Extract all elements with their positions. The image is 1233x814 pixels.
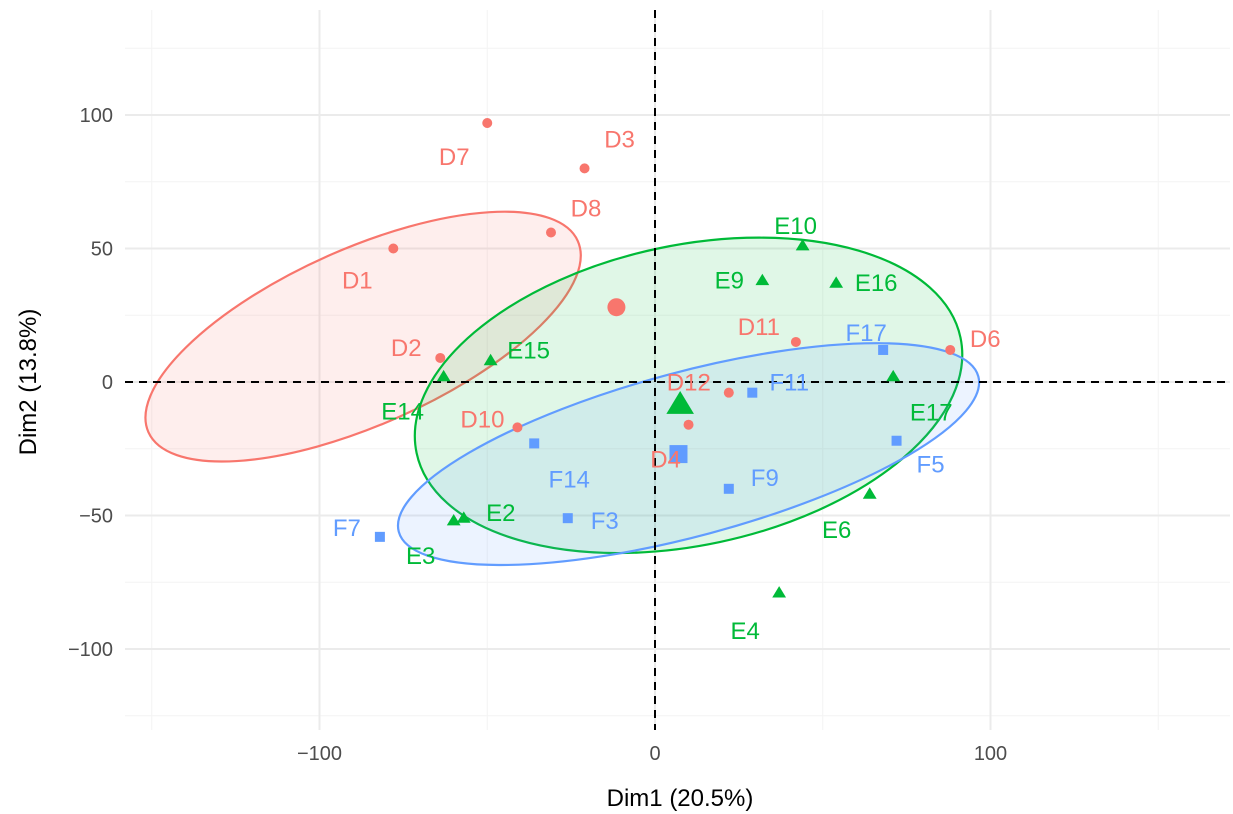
point-label-D8: D8 [571,195,602,222]
point-F5 [891,435,902,446]
x-tick-label: −100 [297,743,342,765]
point-D4 [683,419,694,430]
point-D6 [945,344,956,355]
confidence-ellipses [144,210,981,567]
point-label-E3: E3 [406,543,435,570]
point-label-E15: E15 [507,338,550,365]
centroid-group-E [666,391,694,414]
point-D11 [790,336,801,347]
point-E3 [446,514,461,526]
point-label-F9: F9 [751,465,779,492]
point-label-E14: E14 [381,399,424,426]
point-E6 [862,487,877,499]
points-layer [374,118,956,598]
ellipse-group-D [144,210,582,463]
point-label-D12: D12 [667,370,711,397]
point-label-F5: F5 [917,452,945,479]
point-label-D3: D3 [604,126,635,153]
point-label-E2: E2 [486,500,515,527]
point-labels-layer: D1 D2 D3 D4 D6 D7 D8 D10 D11 D12 E2 E3 E4 E6 E9 E10 E14 E… [333,126,1001,645]
y-tick-label: −100 [68,639,113,661]
point-label-D11: D11 [738,314,780,341]
y-axis-title: Dim2 (13.8%) [15,309,42,456]
tick-labels-layer: −100 0 100 −100 −50 0 50 100 [68,105,1007,765]
centroid-group-D [607,298,626,317]
point-label-F17: F17 [845,320,886,347]
point-E16 [829,276,844,288]
point-label-F11: F11 [770,370,810,397]
point-D8 [545,227,556,238]
point-E17 [886,369,901,382]
point-E15 [483,353,498,366]
point-D2 [435,352,446,363]
point-label-D7: D7 [439,144,470,171]
point-label-E6: E6 [822,517,851,544]
point-F9 [723,483,734,494]
point-label-D10: D10 [460,406,504,433]
y-tick-label: −50 [79,506,113,528]
y-tick-label: 0 [102,372,113,394]
point-F11 [747,387,758,398]
point-E4 [772,586,787,598]
point-E10 [795,238,810,251]
x-axis-title: Dim1 (20.5%) [607,785,754,812]
point-F3 [562,513,573,524]
reference-lines [125,10,1230,730]
y-tick-label: 50 [91,239,113,261]
point-E14 [436,369,451,382]
ellipse-group-F [396,342,981,567]
point-D10 [512,422,523,433]
point-label-E4: E4 [730,618,759,645]
point-label-D2: D2 [391,335,422,362]
ellipse-group-E [413,236,964,555]
point-label-E9: E9 [715,268,744,295]
point-label-E16: E16 [855,270,898,297]
point-D3 [579,163,590,174]
point-D12 [723,387,734,398]
point-F17 [878,344,889,355]
point-label-D6: D6 [970,326,1001,353]
point-label-F14: F14 [549,466,590,493]
point-label-E10: E10 [774,213,817,240]
point-label-F3: F3 [591,508,619,535]
point-E9 [755,273,770,286]
x-tick-label: 100 [974,743,1007,765]
point-label-D1: D1 [342,268,373,295]
point-label-E17: E17 [910,400,953,427]
x-tick-label: 0 [649,743,660,765]
point-label-F7: F7 [333,515,361,542]
point-F7 [374,531,385,542]
y-tick-label: 100 [80,105,113,127]
point-E2 [456,511,471,523]
point-label-D4: D4 [650,447,681,474]
point-D1 [388,243,399,254]
point-D7 [482,118,493,129]
centroid-group-F [669,445,688,464]
point-F14 [529,438,540,449]
